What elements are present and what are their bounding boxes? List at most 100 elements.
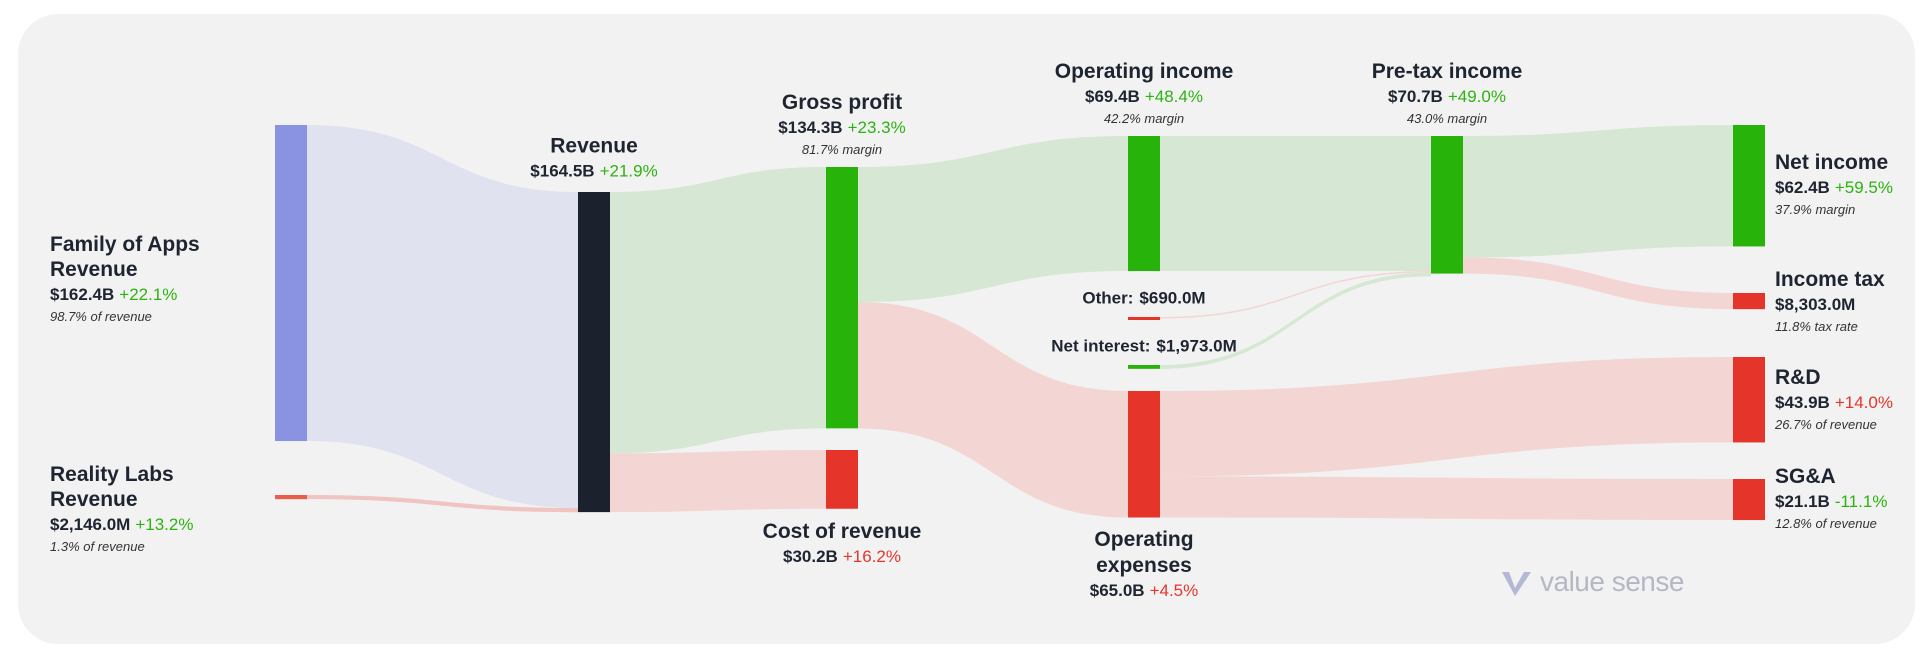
node-change: +49.0% — [1447, 87, 1506, 107]
node-name: Operating expenses — [1094, 528, 1194, 577]
node-value-line: $70.7B +49.0% — [1372, 87, 1523, 107]
links — [307, 125, 1733, 521]
link — [1160, 271, 1431, 319]
node-value: $43.9B — [1775, 393, 1830, 413]
link — [1160, 357, 1733, 477]
node-name: R&D — [1775, 366, 1821, 389]
node-change: +59.5% — [1834, 178, 1893, 198]
node-label: Operating income $69.4B +48.4% 42.2% margin — [1055, 59, 1234, 126]
node-label: Reality Labs Revenue $2,146.0M +13.2% 1.3% … — [50, 462, 260, 554]
node — [578, 192, 610, 513]
node-name: Family of Apps Revenue — [50, 233, 200, 282]
node-label: Family of Apps Revenue $162.4B +22.1% 98.7%… — [50, 232, 260, 324]
node-value: $690.0M — [1139, 288, 1206, 308]
node-value-line: $162.4B +22.1% — [50, 285, 260, 305]
node-label: Revenue $164.5B +21.9% — [530, 133, 657, 182]
node-name: SG&A — [1775, 465, 1836, 488]
node-note: 1.3% of revenue — [50, 538, 145, 554]
link — [1160, 136, 1431, 272]
node-note: 11.8% tax rate — [1775, 318, 1858, 334]
node-name: Net income — [1775, 151, 1889, 174]
nodes — [275, 125, 1765, 521]
node — [275, 495, 307, 500]
node — [1128, 136, 1160, 272]
node-value: $21.1B — [1775, 492, 1830, 512]
node-name: Gross profit — [781, 90, 903, 114]
node-value: $70.7B — [1388, 87, 1443, 107]
node-value-line: $62.4B +59.5% — [1775, 178, 1893, 198]
node-label: Cost of revenue $30.2B +16.2% — [763, 519, 922, 568]
link — [1463, 125, 1733, 258]
node — [1733, 293, 1765, 310]
node-name-line: Net interest: $1,973.0M — [1051, 337, 1237, 357]
link — [307, 125, 578, 509]
node-value-line: $69.4B +48.4% — [1055, 87, 1234, 107]
node-name: Income tax — [1775, 268, 1885, 291]
link — [1160, 476, 1733, 521]
node-note: 26.7% of revenue — [1775, 416, 1877, 432]
link — [858, 302, 1128, 518]
node-name: Pre-tax income — [1371, 59, 1523, 83]
link — [610, 450, 826, 513]
node-value: $164.5B — [530, 161, 595, 181]
node-name-line: Other: $690.0M — [1082, 289, 1205, 309]
node-note: 43.0% margin — [1406, 110, 1488, 126]
node — [1128, 391, 1160, 518]
node-change: +4.5% — [1149, 580, 1199, 600]
node-name: Cost of revenue — [762, 519, 922, 543]
node-name: Revenue — [550, 134, 638, 158]
node-label: R&D $43.9B +14.0% 26.7% of revenue — [1775, 365, 1893, 432]
node-value-line: $30.2B +16.2% — [763, 547, 922, 567]
node — [1733, 479, 1765, 521]
node-value-line: $8,303.0M — [1775, 295, 1885, 315]
node-value-line: $164.5B +21.9% — [530, 162, 657, 182]
node — [1431, 136, 1463, 274]
link — [858, 136, 1128, 303]
node-value: $62.4B — [1775, 178, 1830, 198]
node — [1128, 317, 1160, 320]
node — [275, 125, 307, 442]
node-value: $162.4B — [50, 285, 115, 305]
node-value-line: $43.9B +14.0% — [1775, 393, 1893, 413]
node-label: Pre-tax income $70.7B +49.0% 43.0% margin — [1372, 59, 1523, 126]
node-change: +16.2% — [842, 546, 901, 566]
node-note: 42.2% margin — [1103, 110, 1185, 126]
node-value: $1,973.0M — [1156, 336, 1237, 356]
node-change: +22.1% — [119, 285, 178, 305]
node-value: $134.3B — [778, 118, 843, 138]
node-label: Other: $690.0M — [1082, 289, 1205, 309]
link — [610, 167, 826, 454]
node-value: $69.4B — [1085, 87, 1140, 107]
node — [1733, 357, 1765, 443]
node-name: Reality Labs Revenue — [50, 463, 174, 512]
node-note: 37.9% margin — [1775, 201, 1856, 217]
node-name: Operating income — [1054, 59, 1234, 83]
node-name: Other: — [1082, 288, 1134, 308]
node — [1128, 365, 1160, 369]
node-change: +13.2% — [135, 515, 194, 535]
link — [1463, 257, 1733, 310]
node-value-line: $2,146.0M +13.2% — [50, 515, 260, 535]
node-note: 81.7% margin — [801, 141, 883, 157]
node-change: +48.4% — [1144, 87, 1203, 107]
node-change: -11.1% — [1834, 492, 1888, 512]
node-note: 98.7% of revenue — [50, 308, 152, 324]
node-label: SG&A $21.1B -11.1% 12.8% of revenue — [1775, 464, 1887, 531]
node — [1733, 125, 1765, 247]
node-value-line: $21.1B -11.1% — [1775, 492, 1887, 512]
logo-mark — [1502, 572, 1531, 596]
node-value-line: $134.3B +23.3% — [778, 118, 905, 138]
node-value: $8,303.0M — [1775, 295, 1856, 315]
node-label: Net income $62.4B +59.5% 37.9% margin — [1775, 150, 1893, 217]
node-note: 12.8% of revenue — [1775, 515, 1877, 531]
node-label: Income tax $8,303.0M 11.8% tax rate — [1775, 267, 1885, 334]
node — [826, 450, 858, 509]
node — [826, 167, 858, 429]
node-label: Gross profit $134.3B +23.3% 81.7% margin — [778, 90, 905, 157]
node-value: $30.2B — [783, 546, 838, 566]
node-change: +14.0% — [1834, 393, 1893, 413]
link — [307, 495, 578, 513]
node-label: Operating expenses $65.0B +4.5% — [1069, 527, 1219, 601]
